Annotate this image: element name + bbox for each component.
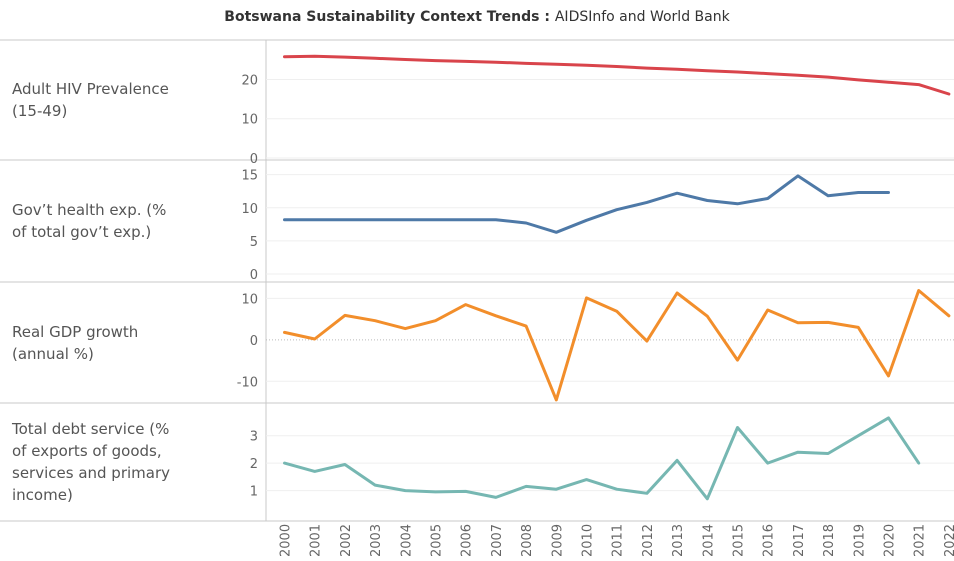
row-label-line: income) xyxy=(12,486,73,504)
x-tick-label: 2002 xyxy=(339,524,354,557)
series-line-1 xyxy=(283,174,890,234)
y-tick-label: 0 xyxy=(250,334,258,349)
x-tick-label: 2021 xyxy=(913,524,928,557)
x-tick-label: 2005 xyxy=(430,524,445,557)
y-tick-label: -10 xyxy=(237,375,258,390)
y-tick-label: 10 xyxy=(241,113,258,128)
series-line-3 xyxy=(283,416,921,501)
x-tick-label: 2017 xyxy=(792,524,807,557)
y-tick-label: 10 xyxy=(241,292,258,307)
x-tick-label: 2007 xyxy=(490,524,505,557)
x-tick-label: 2022 xyxy=(943,524,954,557)
x-tick-label: 2015 xyxy=(732,524,747,557)
y-tick-label: 5 xyxy=(250,235,258,250)
x-tick-label: 2014 xyxy=(701,524,716,557)
x-tick-label: 2006 xyxy=(460,524,475,557)
x-tick-label: 2004 xyxy=(399,524,414,557)
x-tick-label: 2020 xyxy=(883,524,898,557)
title-separator: : xyxy=(539,9,555,25)
row-label-line: Gov’t health exp. (% xyxy=(12,201,167,219)
series-line-2 xyxy=(283,289,951,402)
y-tick-label: 2 xyxy=(250,457,258,472)
row-label-line: (annual %) xyxy=(12,344,94,363)
x-tick-label: 2008 xyxy=(520,524,535,557)
y-tick-label: 0 xyxy=(250,152,258,167)
chart-title: Botswana Sustainability Context Trends :… xyxy=(0,9,954,25)
y-tick-label: 0 xyxy=(250,268,258,283)
y-tick-label: 20 xyxy=(241,73,258,88)
row-label-line: of total gov’t exp.) xyxy=(12,223,152,241)
row-label: Gov’t health exp. (% of total gov’t exp.) xyxy=(12,199,202,243)
row-label-line: services and primary xyxy=(12,464,171,482)
row-label-line: (15-49) xyxy=(12,102,68,120)
x-tick-label: 2012 xyxy=(641,524,656,557)
row-label-line: Real GDP growth xyxy=(12,322,139,341)
x-tick-label: 2013 xyxy=(671,524,686,557)
x-tick-label: 2001 xyxy=(309,524,324,557)
y-tick-label: 15 xyxy=(241,169,258,184)
y-tick-label: 1 xyxy=(250,485,258,500)
x-tick-label: 2009 xyxy=(550,524,565,557)
series-line-0 xyxy=(283,54,951,96)
x-tick-label: 2019 xyxy=(852,524,867,557)
row-label: Adult HIV Prevalence (15-49) xyxy=(12,78,202,122)
x-tick-label: 2010 xyxy=(581,524,596,557)
row-label-line: of exports of goods, xyxy=(12,442,162,460)
x-tick-label: 2018 xyxy=(822,524,837,557)
title-source: AIDSInfo and World Bank xyxy=(554,9,730,25)
row-label: Real GDP growth (annual %) xyxy=(12,321,202,365)
row-label-line: Adult HIV Prevalence xyxy=(12,80,169,98)
x-tick-label: 2003 xyxy=(369,524,384,557)
row-label-line: Total debt service (% xyxy=(12,420,170,438)
y-tick-label: 3 xyxy=(250,430,258,445)
y-tick-label: 10 xyxy=(241,202,258,217)
x-tick-label: 2011 xyxy=(611,524,626,557)
title-main: Botswana Sustainability Context Trends xyxy=(224,9,540,25)
row-label: Total debt service (% of exports of goods… xyxy=(12,418,202,506)
x-tick-label: 2000 xyxy=(279,524,294,557)
x-tick-label: 2016 xyxy=(762,524,777,557)
